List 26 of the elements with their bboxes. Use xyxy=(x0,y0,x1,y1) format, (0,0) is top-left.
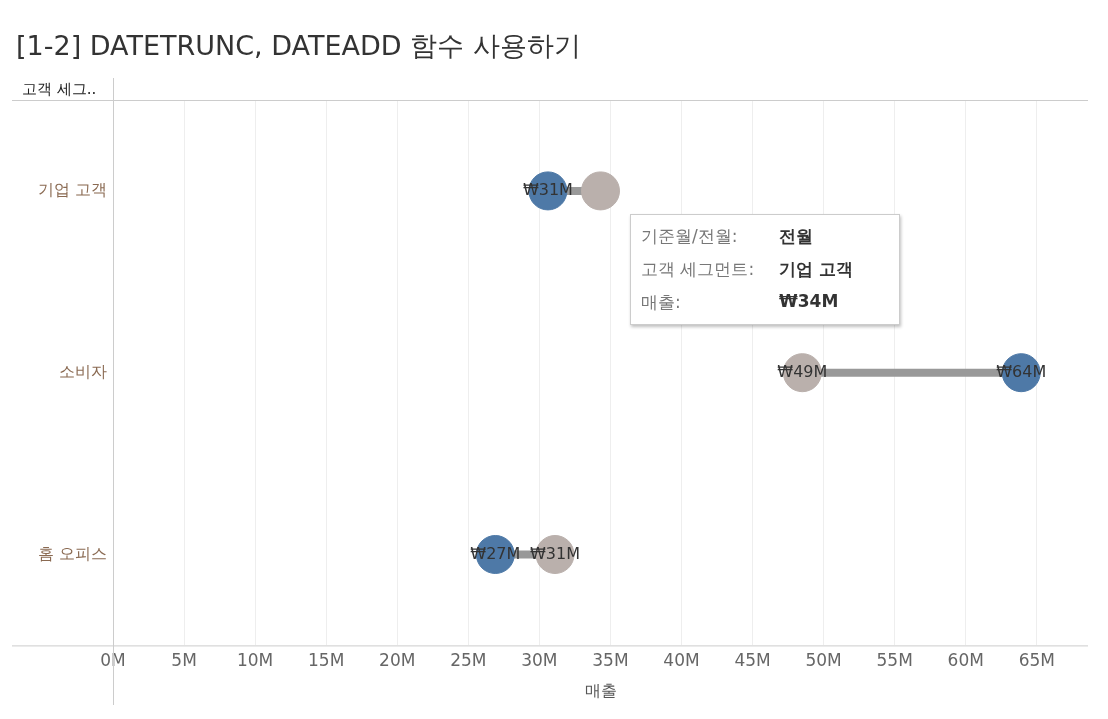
x-tick-label: 50M xyxy=(805,650,842,671)
x-tick-label: 30M xyxy=(521,650,558,671)
x-tick-label: 60M xyxy=(947,650,984,671)
y-axis-title: 고객 세그.. xyxy=(22,79,97,98)
x-tick-label: 25M xyxy=(450,650,487,671)
x-tick-label: 20M xyxy=(379,650,416,671)
x-tick-label: 10M xyxy=(236,650,274,671)
annotation: 매출: xyxy=(641,291,682,314)
annotation: ₩34M xyxy=(779,291,840,313)
x-tick-label: 65M xyxy=(1018,650,1055,671)
chart-title: [1-2] DATETRUNC, DATEADD 함수 사용하기 xyxy=(16,29,581,63)
x-tick-label: 35M xyxy=(592,650,629,671)
x-axis-title: 매출 xyxy=(584,681,617,699)
x-tick-label: 40M xyxy=(663,650,700,671)
y-tick-label: 소비자 xyxy=(59,361,107,381)
annotation: 고객 세그먼트: xyxy=(641,258,756,281)
point xyxy=(581,171,620,211)
annotation: 전월 xyxy=(779,225,814,248)
x-tick-label: 5M xyxy=(171,650,197,671)
annotation: 기준월/전월: xyxy=(641,225,739,248)
y-tick-label: 기업 고객 xyxy=(37,180,107,200)
annotation: 기업 고객 xyxy=(779,258,854,281)
y-tick-label: 홈 오피스 xyxy=(37,543,107,563)
x-tick-label: 15M xyxy=(308,650,345,671)
x-tick-label: 45M xyxy=(734,650,771,671)
x-tick-label: 55M xyxy=(876,650,913,671)
